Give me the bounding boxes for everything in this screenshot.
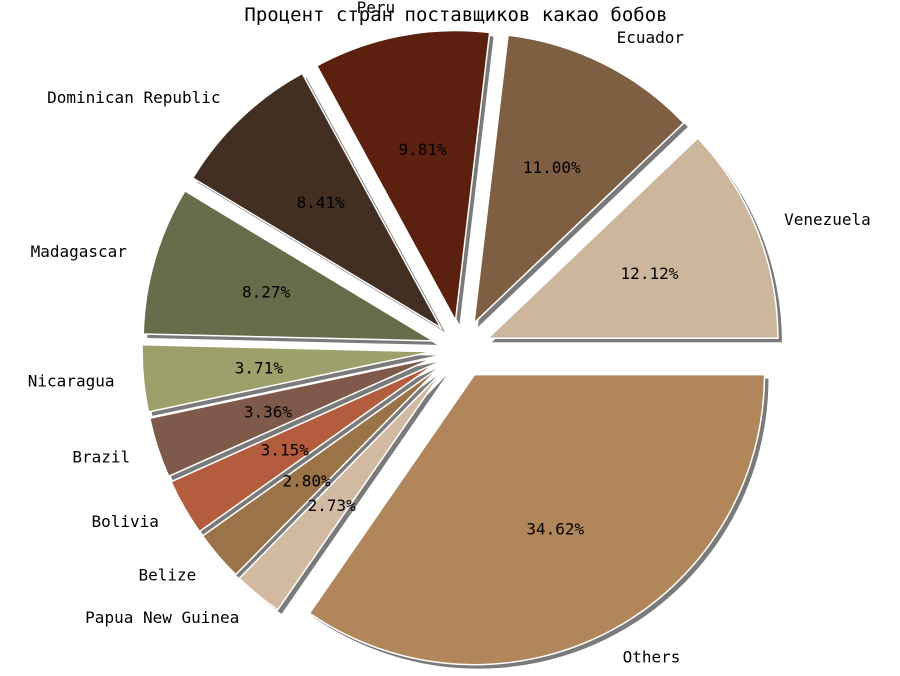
percent-label-papua-new-guinea: 2.73% xyxy=(308,496,357,515)
slice-label-madagascar: Madagascar xyxy=(31,242,128,261)
percent-label-belize: 2.80% xyxy=(282,471,331,490)
percent-label-nicaragua: 3.71% xyxy=(235,358,284,377)
percent-label-bolivia: 3.15% xyxy=(261,440,310,459)
slice-belize xyxy=(201,367,440,576)
percent-label-venezuela: 12.12% xyxy=(621,264,679,283)
slice-label-papua-new-guinea: Papua New Guinea xyxy=(85,608,239,627)
slice-label-dominican-republic: Dominican Republic xyxy=(47,88,220,107)
slice-brazil xyxy=(148,357,434,478)
slice-dominican-republic xyxy=(191,72,443,331)
slice-label-ecuador: Ecuador xyxy=(617,28,685,47)
slice-label-brazil: Brazil xyxy=(72,447,130,466)
slice-peru xyxy=(315,29,491,323)
percent-label-ecuador: 11.00% xyxy=(523,158,581,177)
slice-label-peru: Peru xyxy=(357,0,396,17)
percent-labels: 12.12% 11.00% 9.81% 8.41% 8.27% 3.71% 3.36% 3.1… xyxy=(235,140,679,538)
percent-label-brazil: 3.36% xyxy=(244,402,293,421)
percent-label-madagascar: 8.27% xyxy=(242,283,291,302)
percent-label-others: 34.62% xyxy=(526,519,584,538)
slice-label-belize: Belize xyxy=(138,565,196,584)
slice-nicaragua xyxy=(141,343,433,413)
percent-label-peru: 9.81% xyxy=(398,140,447,159)
chart-title: Процент стран поставщиков какао бобов xyxy=(244,4,667,26)
slice-ecuador xyxy=(472,34,685,326)
slice-label-others: Others xyxy=(623,648,681,667)
slices xyxy=(141,29,779,666)
slice-label-venezuela: Venezuela xyxy=(784,210,871,229)
slice-bolivia xyxy=(170,362,437,533)
percent-label-dominican-republic: 8.41% xyxy=(297,193,346,212)
slice-label-bolivia: Bolivia xyxy=(91,512,158,531)
slice-papua-new-guinea xyxy=(238,370,444,611)
slice-labels: Venezuela Ecuador Peru Dominican Republic Ma… xyxy=(28,0,871,667)
slice-madagascar xyxy=(142,189,436,342)
slice-label-nicaragua: Nicaragua xyxy=(28,372,115,391)
slice-venezuela xyxy=(486,137,779,339)
slice-others xyxy=(308,373,766,666)
